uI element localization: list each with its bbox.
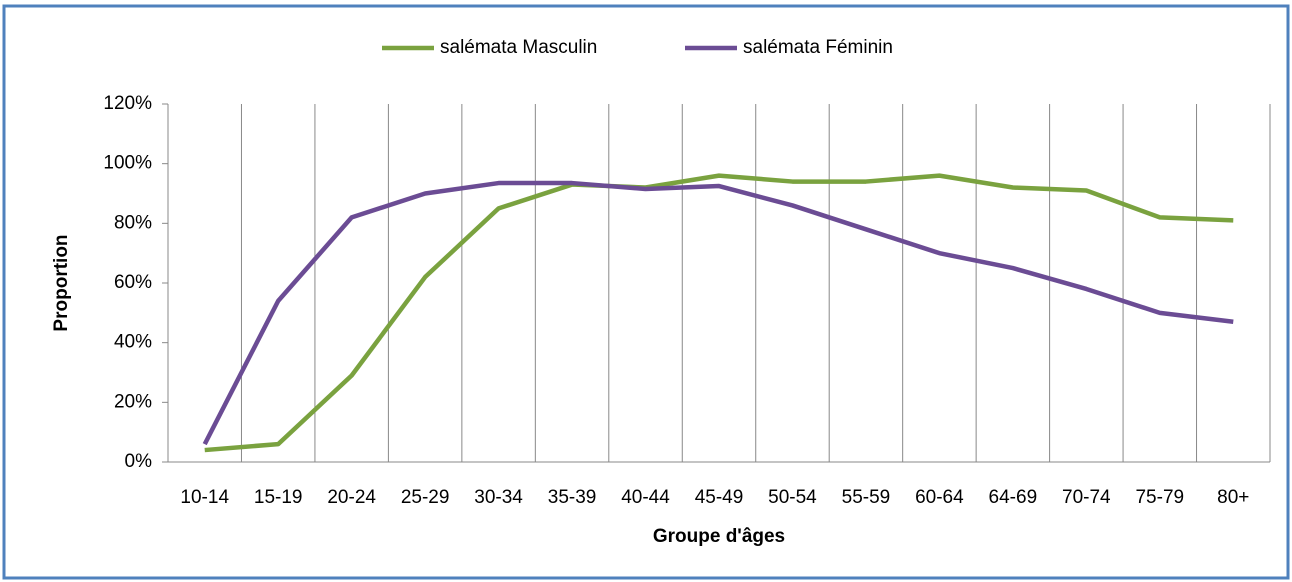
x-tick-label: 70-74 [1062,487,1111,508]
x-tick-label: 45-49 [695,487,744,508]
x-tick-label: 30-34 [474,487,523,508]
y-tick-label: 60% [114,272,152,293]
y-tick-label: 40% [114,332,152,353]
x-axis-label: Groupe d'âges [653,526,785,547]
x-tick-label: 10-14 [180,487,229,508]
series-line [202,180,1234,446]
legend-label: salémata Masculin [440,37,597,58]
y-tick-label: 0% [125,451,153,472]
x-tick-label: 75-79 [1135,487,1184,508]
series-line [204,173,1234,453]
x-tick-label: 50-54 [768,487,817,508]
y-axis-label: Proportion [51,234,72,331]
legend-label: salémata Féminin [743,37,893,58]
x-tick-label: 60-64 [915,487,964,508]
x-tick-label: 40-44 [621,487,670,508]
chart-frame [2,4,1290,580]
x-tick-label: 25-29 [401,487,450,508]
x-tick-label: 15-19 [254,487,303,508]
y-tick-label: 120% [103,93,152,114]
y-tick-label: 20% [114,391,152,412]
y-tick-label: 80% [114,212,152,233]
x-tick-label: 64-69 [989,487,1038,508]
x-tick-label: 55-59 [842,487,891,508]
y-tick-label: 100% [103,153,152,174]
x-tick-label: 35-39 [548,487,597,508]
x-tick-label: 20-24 [327,487,376,508]
x-tick-label: 80+ [1217,487,1249,508]
